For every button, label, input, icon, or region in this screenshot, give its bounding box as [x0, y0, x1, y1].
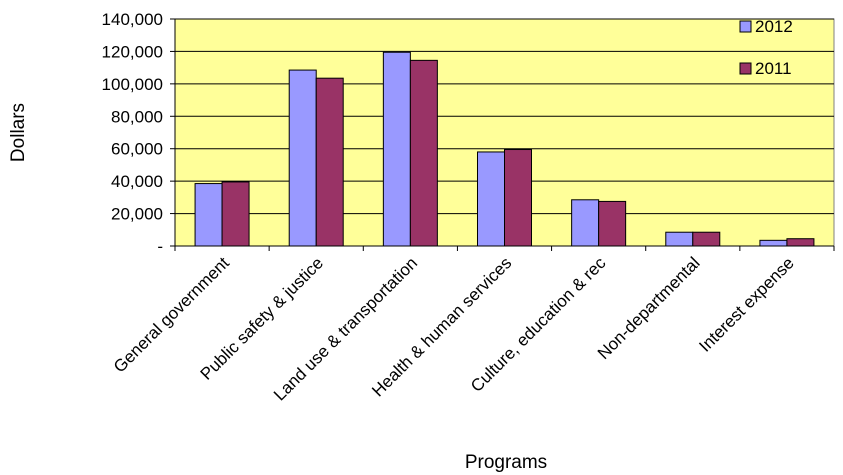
y-tick-label: 140,000	[102, 10, 163, 29]
y-tick-label: 20,000	[111, 205, 163, 224]
bar-2012-1	[288, 69, 317, 247]
x-category-label: Non-departmental	[594, 253, 704, 363]
y-tick-label: 120,000	[102, 42, 163, 61]
bar-2011-3	[504, 149, 532, 247]
bar-2011-5	[692, 231, 721, 247]
bar-2011-6	[786, 238, 815, 247]
bar-2012-4	[571, 199, 600, 247]
legend-swatch-2011	[739, 62, 752, 75]
y-axis-title: Dollars	[8, 103, 29, 162]
bar-2012-3	[477, 151, 505, 247]
bar-2011-2	[409, 59, 438, 247]
bar-2012-0	[194, 183, 223, 247]
x-category-label: Interest expense	[695, 253, 797, 355]
legend-swatch-2012	[739, 20, 752, 33]
bar-2011-1	[315, 77, 344, 247]
y-tick-label: 40,000	[111, 172, 163, 191]
legend-label-2012: 2012	[755, 17, 793, 36]
y-tick-label: -	[157, 237, 163, 256]
legend-label-2011: 2011	[755, 59, 792, 78]
x-axis-title: Programs	[465, 452, 547, 473]
y-tick-label: 100,000	[102, 75, 163, 94]
bar-2012-2	[382, 51, 411, 247]
y-tick-label: 80,000	[111, 107, 163, 126]
bar-2011-0	[221, 181, 250, 247]
bar-2012-6	[759, 239, 788, 247]
bars	[194, 51, 815, 247]
bar-2012-5	[665, 231, 694, 247]
bar-2011-4	[598, 200, 627, 247]
y-tick-label: 60,000	[111, 140, 163, 159]
y-axis-ticks: - 20,000 40,000 60,000 80,000 100,000 120,000 1…	[102, 10, 175, 256]
gridlines	[175, 18, 834, 215]
legend: 2012 2011	[739, 17, 793, 78]
